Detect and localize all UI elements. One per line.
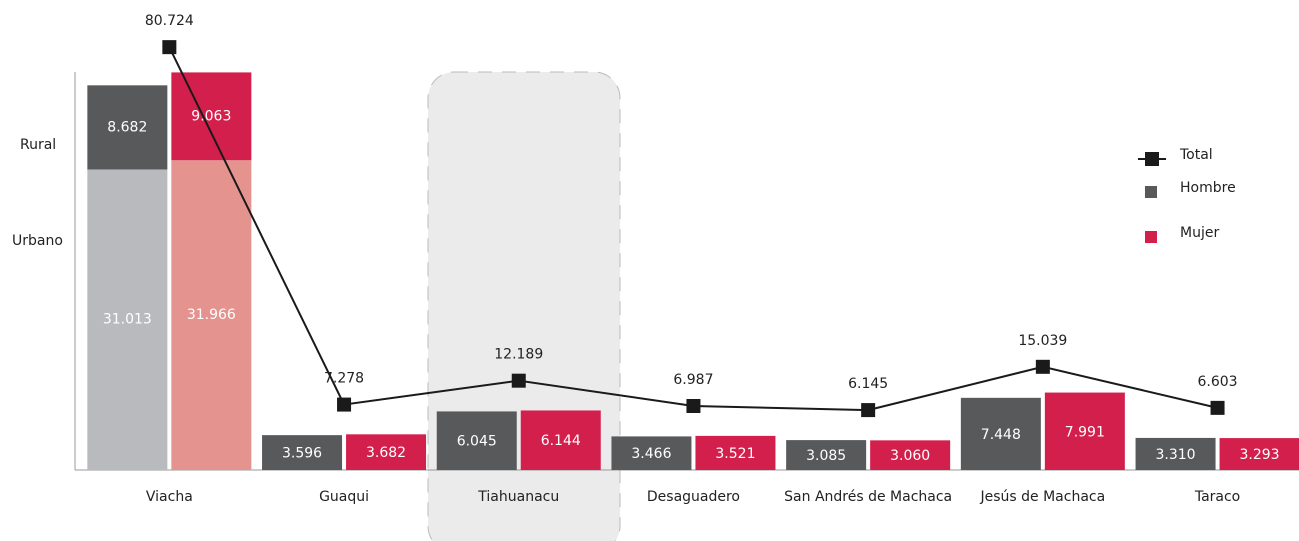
bar — [436, 411, 517, 470]
highlight-box — [427, 71, 621, 541]
bar — [1219, 438, 1299, 470]
x-tick-label: Guaqui — [319, 489, 369, 505]
x-tick-label: Desaguadero — [647, 489, 740, 505]
bar — [346, 434, 427, 470]
data-label: 3.310 — [1156, 447, 1196, 463]
row-label: Urbano — [12, 233, 63, 249]
bar — [87, 169, 168, 470]
legend-label: Hombre — [1180, 180, 1236, 196]
data-label: 6.045 — [457, 434, 497, 450]
data-label: 3.085 — [806, 448, 846, 464]
data-label: 8.682 — [107, 119, 147, 135]
data-label: 7.991 — [1065, 424, 1105, 440]
data-label: 31.966 — [187, 307, 236, 323]
x-tick-label: Tiahuanacu — [477, 489, 559, 505]
x-tick-label: Viacha — [146, 489, 193, 505]
data-label: 3.293 — [1240, 447, 1280, 463]
legend-label: Mujer — [1180, 225, 1219, 241]
bar — [786, 440, 867, 470]
legend-marker — [1145, 152, 1159, 166]
x-tick-label: Jesús de Machaca — [980, 489, 1106, 505]
data-label: 6.987 — [673, 372, 713, 388]
bar — [87, 85, 168, 170]
line — [168, 46, 1218, 412]
data-label: 80.724 — [145, 13, 194, 29]
data-label: 3.682 — [366, 445, 406, 461]
data-label: 3.466 — [631, 446, 671, 462]
bar — [870, 440, 951, 470]
legend-label: Total — [1179, 147, 1213, 163]
data-label: 3.596 — [282, 446, 322, 462]
x-tick-label: San Andrés de Machaca — [784, 489, 952, 505]
data-label: 9.063 — [191, 108, 231, 124]
data-label: 6.603 — [1198, 374, 1238, 390]
bar — [171, 72, 252, 161]
line-marker — [1035, 359, 1050, 374]
data-label: 12.189 — [494, 347, 543, 363]
line-marker — [861, 403, 876, 418]
data-label: 31.013 — [103, 312, 152, 328]
x-tick-label: Taraco — [1194, 489, 1240, 505]
data-label: 7.278 — [324, 371, 364, 387]
bar — [695, 435, 776, 470]
data-label: 3.521 — [715, 446, 755, 462]
bar — [171, 160, 252, 470]
bar — [520, 410, 601, 470]
row-label: Rural — [20, 137, 56, 153]
bar — [262, 435, 343, 470]
legend-marker — [1145, 231, 1157, 243]
line-marker — [162, 40, 177, 55]
line-marker — [1210, 400, 1225, 415]
data-label: 6.145 — [848, 376, 888, 392]
line-marker — [686, 398, 701, 413]
data-label: 15.039 — [1018, 333, 1067, 349]
bar — [1044, 392, 1125, 470]
bar — [611, 436, 692, 470]
bar — [960, 397, 1041, 470]
data-label: 6.144 — [541, 433, 581, 449]
legend-marker — [1145, 186, 1157, 198]
bar — [1135, 437, 1216, 470]
data-label: 3.060 — [890, 448, 930, 464]
line-marker — [511, 373, 526, 388]
data-label: 7.448 — [981, 427, 1021, 443]
line-marker — [337, 397, 352, 412]
